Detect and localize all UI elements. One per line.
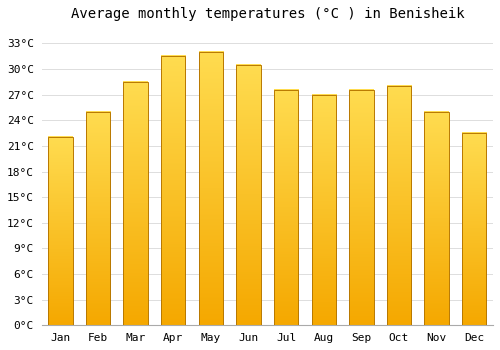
Title: Average monthly temperatures (°C ) in Benisheik: Average monthly temperatures (°C ) in Be… (70, 7, 464, 21)
